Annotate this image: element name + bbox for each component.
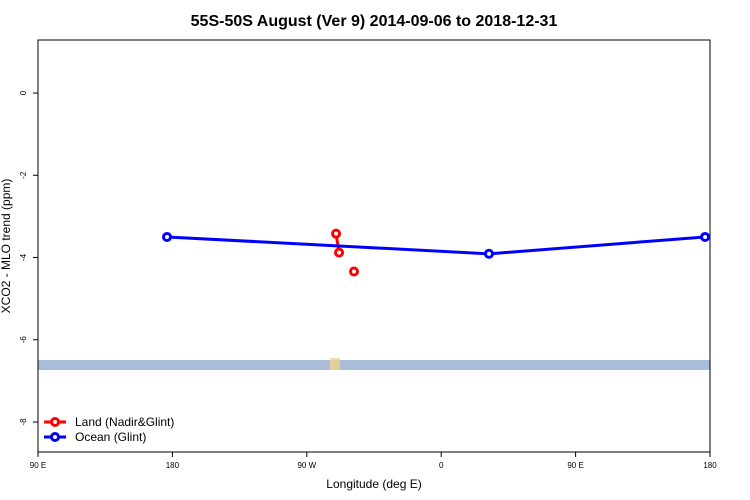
x-tick-label: 0 (439, 461, 444, 470)
plot-frame (37, 39, 711, 453)
x-tick-label: 90 E (30, 461, 46, 470)
x-tick-label: 90 E (567, 461, 583, 470)
y-tick-label: 0 (19, 90, 28, 95)
x-tick-label: 180 (703, 461, 717, 470)
series-line (166, 235, 706, 256)
y-tick-label: -2 (19, 171, 28, 179)
legend-label: Land (Nadir&Glint) (75, 415, 174, 429)
legend-label: Ocean (Glint) (75, 430, 146, 444)
x-axis-label: Longitude (deg E) (326, 477, 421, 491)
point (331, 228, 342, 239)
x-tick-label: 90 W (297, 461, 316, 470)
point (334, 247, 345, 258)
y-axis-label: XCO2 - MLO trend (ppm) (0, 179, 13, 314)
legend-marker (50, 417, 60, 427)
point (700, 231, 711, 242)
x-tick-label: 180 (166, 461, 180, 470)
point (162, 231, 173, 242)
map-land (330, 358, 340, 370)
map-band (38, 360, 710, 370)
point (483, 248, 494, 259)
chart-title: 55S-50S August (Ver 9) 2014-09-06 to 201… (191, 13, 558, 30)
point (348, 266, 359, 277)
y-tick-label: -6 (19, 336, 28, 344)
y-tick-label: -8 (19, 418, 28, 426)
legend-marker (50, 432, 60, 442)
y-tick-label: -4 (19, 253, 28, 261)
